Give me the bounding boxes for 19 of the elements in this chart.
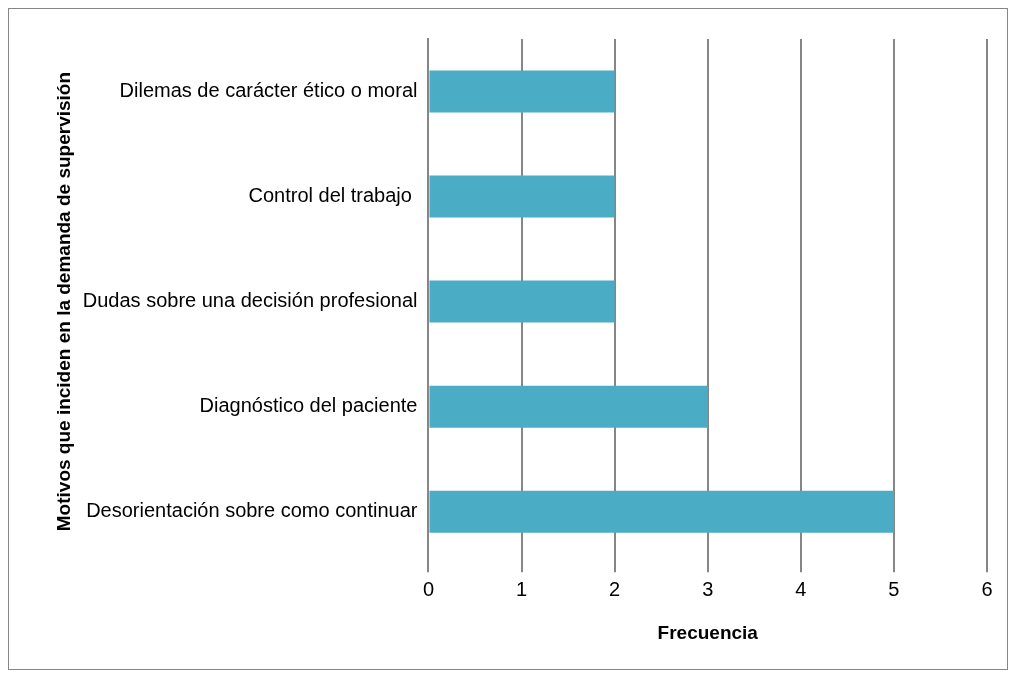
bar bbox=[429, 490, 894, 533]
x-tick-label: 6 bbox=[981, 577, 993, 600]
y-axis-title: Motivos que inciden en la demanda de supervisión bbox=[52, 71, 74, 532]
x-tick-label: 5 bbox=[888, 577, 900, 600]
y-tick-label: Control del trabajo bbox=[248, 184, 418, 207]
x-tick-label: 4 bbox=[795, 577, 807, 600]
y-tick-label: Diagnóstico del paciente bbox=[199, 394, 418, 417]
x-tick-label: 1 bbox=[515, 577, 528, 600]
x-axis-title: Frecuencia bbox=[657, 621, 759, 643]
x-tick-label: 2 bbox=[609, 577, 621, 600]
y-tick-label: Dudas sobre una decisión profesional bbox=[82, 289, 418, 312]
y-tick-label: Dilemas de carácter ético o moral bbox=[119, 79, 418, 102]
bar bbox=[429, 175, 615, 218]
bar bbox=[429, 70, 615, 113]
x-tick-label: 3 bbox=[702, 577, 714, 600]
bar bbox=[429, 385, 708, 428]
y-tick-label: Desorientación sobre como continuar bbox=[86, 499, 418, 522]
x-tick-label: 0 bbox=[422, 577, 435, 600]
bar bbox=[429, 280, 615, 323]
